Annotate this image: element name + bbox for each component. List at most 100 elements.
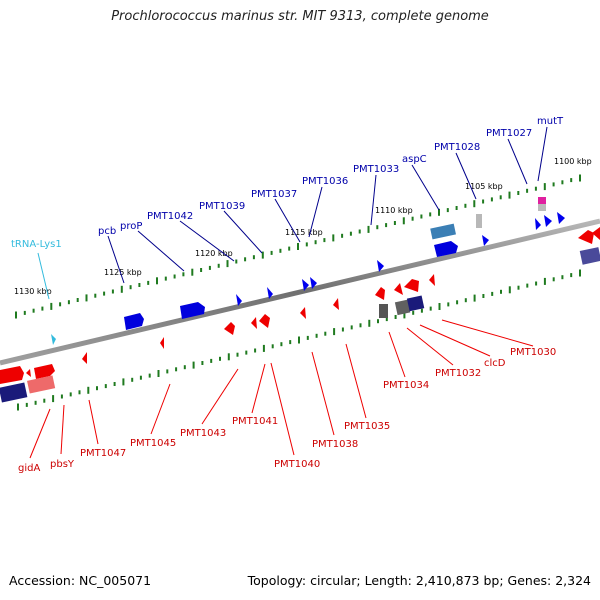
scale-tick <box>579 269 581 277</box>
scale-tick <box>147 280 150 285</box>
scale-tick <box>491 291 494 296</box>
label-PMT1034[interactable]: PMT1034 <box>383 380 429 391</box>
gene-PMT1037-arrow[interactable] <box>267 287 273 299</box>
leader-pbsY <box>60 404 65 455</box>
gene-PMT1041-arrow[interactable] <box>251 317 257 329</box>
gene-left-edge-red[interactable] <box>0 366 24 384</box>
scale-tick <box>217 263 220 268</box>
scale-tick <box>78 390 81 395</box>
gene-gidA-arrow[interactable] <box>34 364 55 379</box>
label-PMT1027[interactable]: PMT1027 <box>486 128 532 139</box>
scale-tick <box>420 214 423 219</box>
scale-tick <box>473 200 476 208</box>
gene-PMT1036a-arrow[interactable] <box>302 279 309 291</box>
label-proP[interactable]: proP <box>120 221 142 232</box>
gene-PMT1028-arrow[interactable] <box>482 235 489 246</box>
track-clcD <box>406 295 425 312</box>
label-PMT1042[interactable]: PMT1042 <box>147 211 193 222</box>
leader-PMT1042 <box>179 220 235 262</box>
scale-tick <box>341 327 344 332</box>
scale-tick <box>490 197 493 202</box>
gene-right-edge-red-a[interactable] <box>578 230 594 244</box>
scale-tick <box>349 231 352 236</box>
scale-label-1120: 1120 kbp <box>195 249 233 258</box>
scale-tick <box>173 274 176 279</box>
gene-mutT-arrow-b[interactable] <box>557 212 565 224</box>
label-PMT1030[interactable]: PMT1030 <box>510 347 556 358</box>
gene-tRNA-Lys1-arrow[interactable] <box>51 334 56 345</box>
label-PMT1045[interactable]: PMT1045 <box>130 438 176 449</box>
gene-PMT1032-arrow[interactable] <box>394 283 403 295</box>
gene-pcb-arrow[interactable] <box>124 313 144 330</box>
scale-tick <box>166 369 169 374</box>
gene-PMT1040-arrow[interactable] <box>259 314 270 328</box>
label-aspC[interactable]: aspC <box>402 154 427 165</box>
gene-PMT1030-arrow[interactable] <box>429 274 435 286</box>
scale-tick <box>15 311 17 319</box>
label-PMT1038[interactable]: PMT1038 <box>312 439 358 450</box>
gene-pbsY-arrow[interactable] <box>82 352 87 364</box>
scale-tick <box>52 395 55 403</box>
gene-proP-arrow[interactable] <box>180 302 205 319</box>
label-PMT1041[interactable]: PMT1041 <box>232 416 278 427</box>
scale-tick <box>23 310 26 315</box>
scale-tick <box>508 286 511 294</box>
gene-PMT1045-arrow[interactable] <box>160 337 164 349</box>
label-PMT1036[interactable]: PMT1036 <box>302 176 348 187</box>
gene-right-edge-red-b[interactable] <box>592 227 600 240</box>
label-gidA[interactable]: gidA <box>18 463 40 474</box>
label-mutT[interactable]: mutT <box>537 116 564 127</box>
reverse-genes <box>0 227 600 384</box>
label-tRNA-Lys1[interactable]: tRNA-Lys1 <box>11 239 62 250</box>
scale-tick <box>113 382 116 386</box>
gene-clcD-arrow[interactable] <box>404 279 419 292</box>
scale-tick <box>219 356 221 361</box>
scale-tick <box>526 283 529 288</box>
label-PMT1043[interactable]: PMT1043 <box>180 428 226 439</box>
label-PMT1047[interactable]: PMT1047 <box>80 448 126 459</box>
scale-tick <box>103 291 106 296</box>
label-PMT1028[interactable]: PMT1028 <box>434 142 480 153</box>
scale-tick <box>385 317 388 322</box>
label-clcD[interactable]: clcD <box>484 358 506 369</box>
scale-tick <box>298 336 300 344</box>
scale-label-1110: 1110 kbp <box>375 206 413 215</box>
scale-tick <box>385 223 388 228</box>
gene-PMT1035-arrow[interactable] <box>333 298 339 310</box>
gene-gidA-arrow-small[interactable] <box>26 369 31 377</box>
leader-mutT <box>537 126 548 182</box>
gene-aspC-arrow[interactable] <box>434 241 458 257</box>
label-PMT1040[interactable]: PMT1040 <box>274 459 320 470</box>
scale-tick <box>200 268 203 272</box>
scale-tick <box>367 225 370 233</box>
label-pcb[interactable]: pcb <box>98 226 116 237</box>
label-PMT1037[interactable]: PMT1037 <box>251 189 297 200</box>
label-PMT1033[interactable]: PMT1033 <box>353 164 399 175</box>
scale-tick <box>517 285 520 290</box>
scale-tick <box>394 315 397 319</box>
scale-tick <box>280 342 283 347</box>
gene-PMT1034-arrow[interactable] <box>375 287 385 300</box>
scale-tick <box>87 386 90 394</box>
gene-mutT-arrow-a[interactable] <box>544 215 552 227</box>
gene-PMT1033-arrow[interactable] <box>377 260 384 272</box>
label-PMT1035[interactable]: PMT1035 <box>344 421 390 432</box>
label-PMT1039[interactable]: PMT1039 <box>199 201 245 212</box>
label-pbsY[interactable]: pbsY <box>50 459 75 470</box>
leader-gidA <box>29 408 51 459</box>
gene-PMT1027-arrow[interactable] <box>535 218 541 230</box>
gene-PMT1039-arrow[interactable] <box>236 294 242 306</box>
leader-clcD <box>419 324 491 357</box>
leader-PMT1041 <box>251 363 266 414</box>
scale-label-1105: 1105 kbp <box>465 182 503 191</box>
label-PMT1032[interactable]: PMT1032 <box>435 368 481 379</box>
scale-ticks-upper <box>15 174 581 319</box>
scale-tick <box>111 289 114 294</box>
scale-tick <box>323 238 326 243</box>
scale-tick <box>297 243 299 250</box>
gene-PMT1038-arrow[interactable] <box>300 307 306 319</box>
scale-tick <box>570 273 573 278</box>
gene-PMT1043-arrow[interactable] <box>224 322 235 335</box>
gene-PMT1036b-arrow[interactable] <box>310 277 317 289</box>
leader-PMT1043 <box>201 368 239 425</box>
